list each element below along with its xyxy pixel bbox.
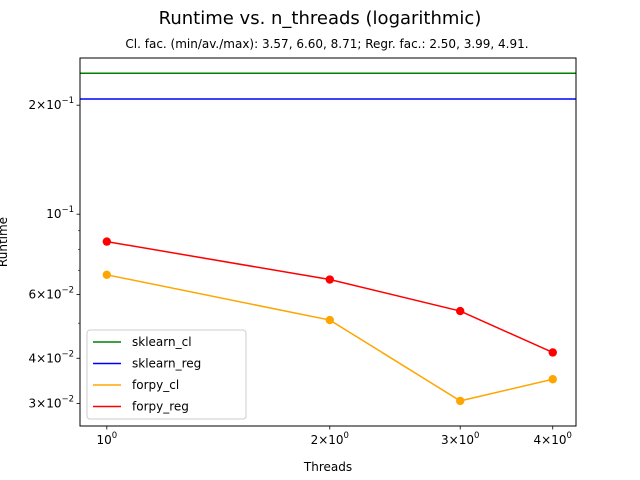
x-tick-label: 100	[96, 431, 117, 447]
plot-frame	[79, 57, 577, 427]
x-tick-label: 3×100	[441, 431, 479, 447]
legend-box	[86, 329, 247, 420]
series-line-forpy_reg	[106, 240, 554, 354]
plot-area: 3×10−2 4×10−2 6×10−2 10−1 2×10−1 100 2×100 3×10…	[29, 57, 577, 447]
data-point-forpy_reg	[325, 275, 334, 284]
chart-title: Runtime vs. n_threads (logarithmic)	[159, 8, 482, 29]
legend-label-forpy_reg: forpy_reg	[132, 400, 189, 414]
x-tick-label: 2×100	[311, 431, 349, 447]
data-point-forpy_cl	[102, 270, 112, 280]
legend-label-forpy_cl: forpy_cl	[132, 378, 179, 392]
y-tick-label: 3×10−2	[29, 394, 75, 410]
data-point-forpy_reg	[548, 348, 557, 357]
x-tick-label: 4×100	[534, 431, 572, 447]
y-tick-label: 4×10−2	[29, 349, 75, 365]
y-axis-label: Runtime	[0, 217, 10, 267]
legend-label-sklearn_reg: sklearn_reg	[132, 357, 201, 371]
series-line-forpy_cl	[106, 274, 553, 402]
y-tick-label: 2×10−1	[29, 96, 75, 112]
legend-label-sklearn_cl: sklearn_cl	[132, 335, 192, 349]
data-point-forpy_cl	[325, 315, 334, 325]
x-axis-label: Threads	[303, 460, 352, 474]
data-point-forpy_reg	[102, 237, 112, 246]
data-point-forpy_reg	[456, 306, 465, 316]
data-point-forpy_cl	[456, 396, 465, 406]
y-tick-label: 6×10−2	[29, 286, 75, 302]
chart-subtitle: Cl. fac. (min/av./max): 3.57, 6.60, 8.71…	[125, 37, 528, 51]
y-tick-label: 10−1	[46, 205, 74, 221]
series-group	[80, 72, 576, 406]
data-point-forpy_cl	[548, 375, 557, 384]
